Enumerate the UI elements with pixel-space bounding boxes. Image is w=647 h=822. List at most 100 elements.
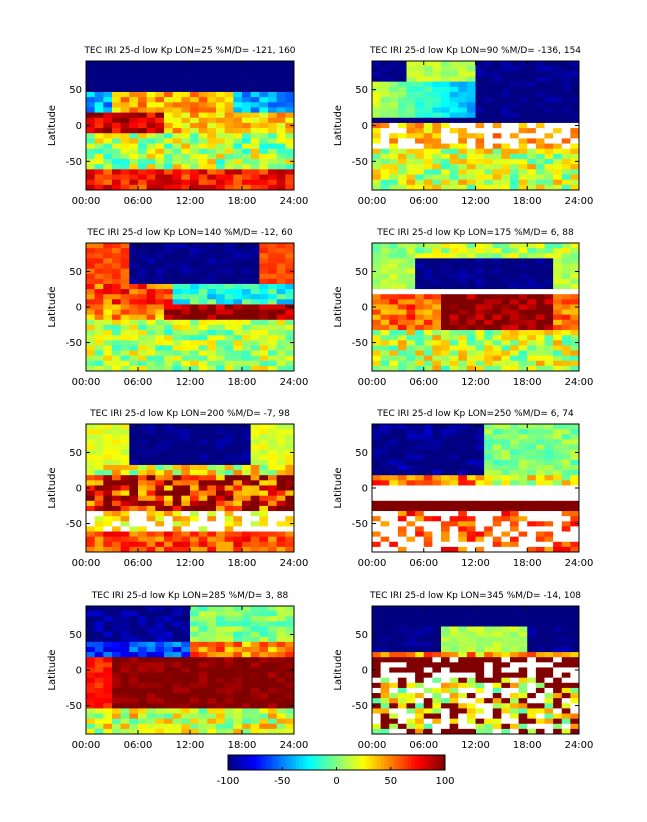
heatmap-cell xyxy=(216,434,226,440)
heatmap-cell xyxy=(129,314,139,321)
heatmap-cell xyxy=(86,464,96,471)
heatmap-cell xyxy=(432,429,442,435)
heatmap-cell xyxy=(285,546,295,553)
heatmap-cell xyxy=(406,672,416,679)
heatmap-cell xyxy=(380,350,390,357)
heatmap-cell xyxy=(86,350,96,357)
heatmap-cell xyxy=(86,646,96,653)
heatmap-cell xyxy=(501,138,511,144)
heatmap-cell xyxy=(544,263,554,269)
heatmap-cell xyxy=(103,723,113,730)
heatmap-cell xyxy=(397,636,407,643)
heatmap-cell xyxy=(441,304,451,310)
heatmap-cell xyxy=(423,102,433,108)
heatmap-cell xyxy=(198,434,208,440)
heatmap-cell xyxy=(86,273,96,280)
heatmap-cell xyxy=(250,652,260,658)
heatmap-cell xyxy=(458,439,468,445)
heatmap-cell xyxy=(458,475,468,481)
heatmap-cell xyxy=(103,434,113,440)
heatmap-cell xyxy=(510,449,520,456)
heatmap-cell xyxy=(233,516,243,522)
heatmap-cell xyxy=(415,76,425,83)
heatmap-cell xyxy=(285,652,295,658)
heatmap-cell xyxy=(561,283,571,290)
heatmap-cell xyxy=(415,536,425,543)
heatmap-cell xyxy=(544,616,554,622)
heatmap-cell xyxy=(224,429,234,435)
heatmap-cell xyxy=(242,243,252,249)
heatmap-cell xyxy=(216,159,226,165)
heatmap-cell xyxy=(492,439,502,445)
heatmap-cell xyxy=(198,174,208,181)
heatmap-cell xyxy=(198,360,208,367)
heatmap-cell xyxy=(242,454,252,461)
heatmap-cell xyxy=(553,713,563,720)
heatmap-cell xyxy=(181,646,191,653)
heatmap-cell xyxy=(155,480,165,486)
heatmap-cell xyxy=(190,268,200,275)
heatmap-cell xyxy=(198,424,208,430)
heatmap-cell xyxy=(466,526,476,532)
heatmap-cell xyxy=(103,258,113,264)
heatmap-cell xyxy=(224,283,234,290)
heatmap-cell xyxy=(138,133,148,139)
heatmap-cell xyxy=(224,61,234,67)
heatmap-cell xyxy=(553,179,563,186)
heatmap-cell xyxy=(415,102,425,108)
heatmap-cell xyxy=(94,718,104,725)
y-tick-label: 50 xyxy=(69,630,82,641)
heatmap-cell xyxy=(501,667,511,673)
heatmap-cell xyxy=(120,516,130,522)
heatmap-cell xyxy=(389,365,399,372)
heatmap-cell xyxy=(94,340,104,346)
heatmap-cell xyxy=(190,444,200,450)
heatmap-cell xyxy=(518,169,528,175)
heatmap-cell xyxy=(190,500,200,507)
heatmap-cell xyxy=(484,309,494,316)
panel-lon-250: TEC IRI 25-d low Kp LON=250 %M/D= 6, 740… xyxy=(333,409,593,569)
heatmap-cell xyxy=(449,289,459,295)
heatmap-cell xyxy=(475,616,485,622)
heatmap-cell xyxy=(112,122,122,129)
heatmap-cell xyxy=(553,330,563,336)
heatmap-cell xyxy=(397,480,407,486)
heatmap-cell xyxy=(535,299,545,305)
heatmap-cell xyxy=(553,626,563,632)
heatmap-cell xyxy=(86,133,96,139)
heatmap-cell xyxy=(518,66,528,72)
heatmap-cell xyxy=(535,516,545,522)
heatmap-cell xyxy=(544,309,554,316)
heatmap-cell xyxy=(449,505,459,512)
heatmap-cell xyxy=(544,526,554,532)
heatmap-cell xyxy=(285,86,295,93)
heatmap-cell xyxy=(190,464,200,471)
heatmap-cell xyxy=(172,350,182,357)
heatmap-cell xyxy=(164,703,174,709)
heatmap-cell xyxy=(484,76,494,83)
heatmap-cell xyxy=(207,485,217,491)
heatmap-cell xyxy=(553,309,563,316)
heatmap-cell xyxy=(415,464,425,471)
heatmap-cell xyxy=(432,102,442,108)
heatmap-cell xyxy=(553,662,563,668)
heatmap-cell xyxy=(164,698,174,704)
heatmap-cell xyxy=(259,693,269,699)
heatmap-cell xyxy=(475,505,485,512)
heatmap-cell xyxy=(372,454,382,461)
heatmap-cell xyxy=(207,546,217,553)
heatmap-cell xyxy=(276,309,286,316)
heatmap-cell xyxy=(372,505,382,512)
heatmap-cell xyxy=(190,91,200,98)
heatmap-cell xyxy=(268,335,278,341)
heatmap-cell xyxy=(397,511,407,517)
heatmap-cell xyxy=(146,611,156,617)
heatmap-cell xyxy=(103,263,113,269)
heatmap-cell xyxy=(466,258,476,264)
heatmap-cell xyxy=(233,159,243,165)
heatmap-cell xyxy=(268,179,278,186)
heatmap-cell xyxy=(484,536,494,543)
heatmap-cell xyxy=(423,454,433,461)
heatmap-cell xyxy=(198,505,208,512)
heatmap-cell xyxy=(561,340,571,346)
